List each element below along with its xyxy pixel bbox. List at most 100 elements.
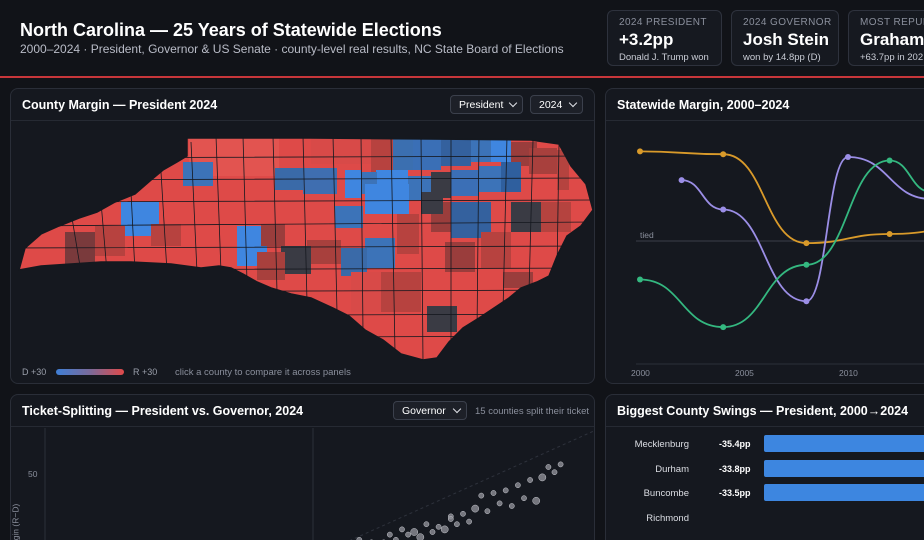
year-select[interactable]: 2024 [530,95,583,114]
stat-card-governor[interactable]: 2024 GOVERNOR Josh Stein won by 14.8pp (… [731,10,839,66]
county-point[interactable] [557,461,564,468]
panel-title: Ticket-Splitting — President vs. Governo… [22,404,304,418]
county-map-panel: County Margin — President 2024 President… [10,88,595,384]
county-point[interactable] [502,487,509,494]
county-point[interactable] [484,508,491,515]
x-tick-label: 2005 [735,368,754,378]
series-2-point-1[interactable] [720,324,727,331]
stat-value: +3.2pp [619,30,674,49]
county-point[interactable] [471,504,480,513]
map-hint: click a county to compare it across pane… [175,367,351,378]
panel-header: Biggest County Swings — President, 2000→… [606,395,924,427]
county-point[interactable] [490,490,497,496]
county-point[interactable] [405,531,411,538]
county-point[interactable] [423,521,430,528]
county-point[interactable] [521,495,527,502]
x-tick-label: 2000 [631,368,650,378]
ticket-split-scatter[interactable] [11,428,595,540]
page-subtitle: 2000–2024 · President, Governor & US Sen… [20,42,564,56]
ticket-splitting-panel: Ticket-Splitting — President vs. Governo… [10,394,595,540]
series-1-point-0[interactable] [678,177,685,184]
stat-label: 2024 GOVERNOR [743,17,832,28]
stat-note: Donald J. Trump won [619,52,709,63]
series-1-point-2[interactable] [803,298,810,305]
series-0-point-2[interactable] [803,240,810,247]
stat-value: Graham [860,30,924,49]
legend-right-label: R +30 [133,367,158,377]
series-0-point-0[interactable] [637,148,643,155]
panel-title: Biggest County Swings — President, 2000→… [617,404,909,418]
stat-card-most-republican[interactable]: MOST REPUBL Graham +63.7pp in 202 [848,10,924,66]
swing-bar[interactable] [764,435,924,452]
swing-county-name[interactable]: Richmond [646,512,689,524]
panel-header: County Margin — President 2024 President… [11,89,594,121]
county-point[interactable] [532,496,541,505]
swing-value-label: -35.4pp [719,439,751,449]
page-title: North Carolina — 25 Years of Statewide E… [20,20,442,40]
swing-value-label: -33.5pp [719,488,751,498]
race-select-value: President [459,99,504,111]
county-point[interactable] [399,526,405,533]
panel-header: Statewide Margin, 2000–2024 [606,89,924,121]
statewide-trend-panel: Statewide Margin, 2000–2024 tied 2000 200… [605,88,924,384]
county-point[interactable] [538,473,547,482]
series-1-point-1[interactable] [720,206,727,213]
county-point[interactable] [429,529,436,535]
legend-left-label: D +30 [22,367,47,377]
county-point[interactable] [440,525,449,534]
comparison-race-select[interactable]: Governor [393,401,467,420]
county-map-fill [19,138,593,360]
county-point[interactable] [478,492,485,499]
county-point[interactable] [515,482,521,489]
chevron-down-icon [568,98,578,108]
series-2-point-3[interactable] [886,157,893,164]
swing-value-label: -33.8pp [719,463,751,474]
swing-county-name[interactable]: Buncombe [643,488,689,499]
chevron-down-icon [452,404,462,414]
series-line-2 [639,159,924,329]
county-point[interactable] [466,518,472,525]
swing-county-name[interactable]: Durham [655,463,689,475]
county-point[interactable] [416,533,425,540]
split-count-note: 15 counties split their ticket [475,406,590,417]
margin-legend-gradient [56,369,124,375]
race-select[interactable]: President [450,95,523,114]
swing-county-name[interactable]: Mecklenburg [634,439,689,450]
tied-label: tied [640,230,654,240]
stat-card-president[interactable]: 2024 PRESIDENT +3.2pp Donald J. Trump wo… [607,10,722,66]
series-2-point-2[interactable] [803,261,810,268]
county-point[interactable] [527,477,533,483]
county-swings-panel: Biggest County Swings — President, 2000→… [605,394,924,540]
x-tick-label: 2010 [839,368,858,378]
county-map[interactable] [11,122,595,362]
county-point[interactable] [447,516,454,522]
county-point[interactable] [551,469,558,476]
series-0-point-3[interactable] [886,231,893,237]
county-point[interactable] [386,531,393,538]
comparison-race-select-value: Governor [402,405,446,417]
swing-bar[interactable] [764,459,924,477]
state-outline [17,137,594,361]
stat-note: won by 14.8pp (D) [743,52,821,63]
panel-title: County Margin — President 2024 [22,98,218,112]
county-point[interactable] [545,464,552,470]
series-1-point-3[interactable] [845,154,851,160]
y-axis-label: gin (R−D) [10,503,21,540]
panel-title: Statewide Margin, 2000–2024 [617,98,790,112]
series-0-point-1[interactable] [720,151,727,158]
dashboard-header: North Carolina — 25 Years of Statewide E… [0,0,924,78]
chevron-down-icon [508,98,518,108]
swing-bar[interactable] [764,484,924,501]
parity-diagonal-line [349,430,594,540]
county-point[interactable] [410,528,419,536]
stat-note: +63.7pp in 202 [860,52,924,63]
panel-header: Ticket-Splitting — President vs. Governo… [11,395,594,427]
series-2-point-0[interactable] [637,276,643,283]
county-point[interactable] [508,503,515,509]
stat-label: 2024 PRESIDENT [619,17,707,28]
county-point[interactable] [435,523,442,530]
stat-label: MOST REPUBL [860,17,924,28]
county-point[interactable] [460,510,466,517]
county-point[interactable] [454,521,460,528]
county-point[interactable] [496,500,503,507]
